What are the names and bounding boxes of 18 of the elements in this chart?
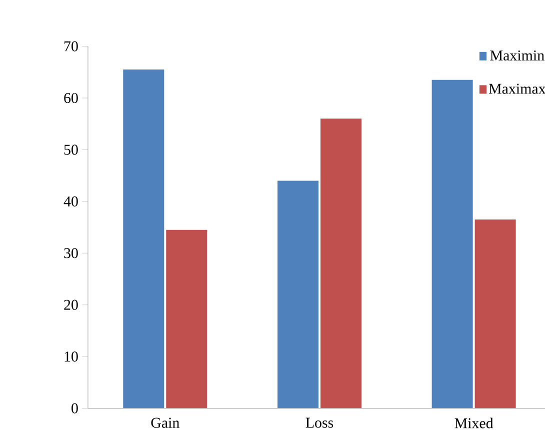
bar (432, 80, 473, 408)
bar (474, 220, 516, 408)
y-tick-label: 20 (64, 300, 78, 310)
x-tick-label: Mixed (454, 418, 494, 428)
legend-label: Maximin (490, 50, 544, 60)
bar (123, 70, 164, 408)
bar (277, 180, 318, 408)
y-tick-label: 60 (64, 92, 78, 104)
y-tick-label: 70 (64, 41, 78, 52)
y-tick-label: 10 (64, 352, 78, 362)
bar (166, 230, 208, 408)
y-tick-label: 40 (64, 196, 78, 206)
y-tick-label: 30 (64, 248, 78, 258)
x-tick-label: Gain (151, 418, 180, 428)
y-tick-label: 50 (64, 144, 78, 155)
x-tick-label: Loss (306, 418, 334, 428)
y-tick-label: 0 (72, 403, 78, 414)
bar (320, 118, 362, 408)
